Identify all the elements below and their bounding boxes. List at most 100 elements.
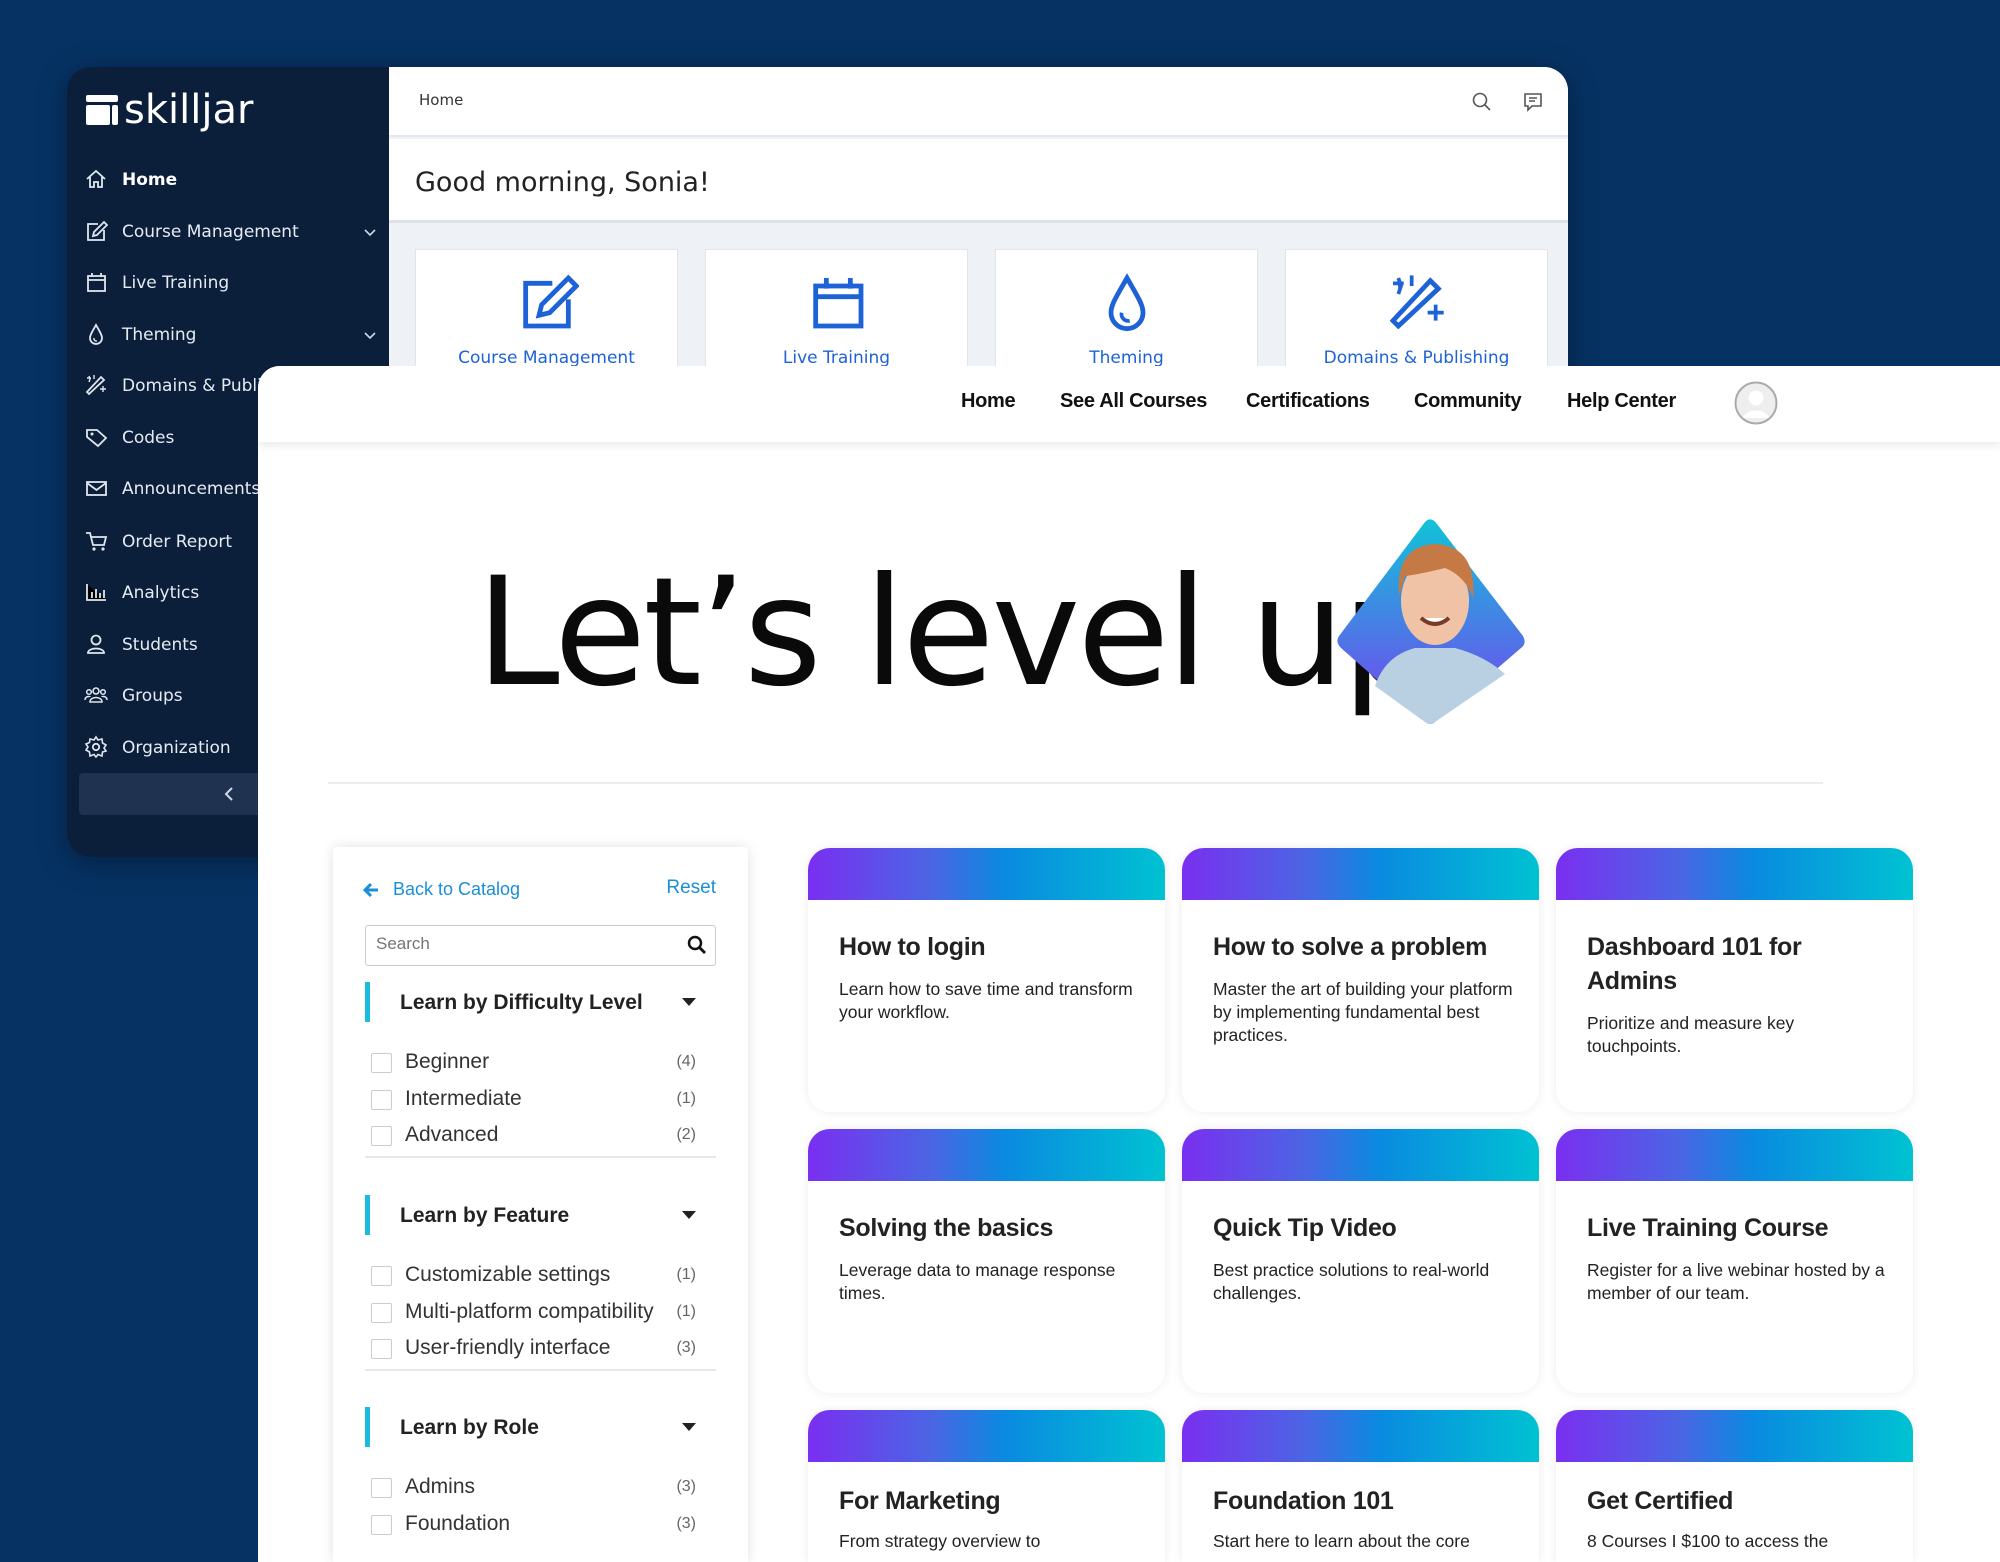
sidebar-item-home[interactable]: Home [67, 160, 389, 200]
nav-help-center[interactable]: Help Center [1567, 390, 1676, 412]
course-card[interactable]: How to login Learn how to save time and t… [808, 848, 1165, 1112]
filter-option[interactable]: Admins (3) [371, 1472, 696, 1502]
course-description: Register for a live webinar hosted by a … [1587, 1260, 1885, 1303]
filter-option[interactable]: Customizable settings (1) [371, 1260, 696, 1290]
reset-button[interactable]: Reset [666, 877, 716, 898]
tile-live-training[interactable]: Live Training [705, 249, 968, 389]
tile-theming[interactable]: Theming [995, 249, 1258, 389]
filter-option[interactable]: Beginner (4) [371, 1047, 696, 1077]
sidebar-icon [84, 219, 110, 245]
filter-option[interactable]: Intermediate (1) [371, 1084, 696, 1114]
filter-option[interactable]: Multi-platform compatibility (1) [371, 1297, 696, 1327]
course-title[interactable]: How to login [839, 933, 986, 961]
nav-home[interactable]: Home [961, 390, 1016, 412]
course-title[interactable]: How to solve a problem [1213, 933, 1488, 961]
greeting-banner: Good morning, Sonia! [389, 139, 1568, 223]
nav-community[interactable]: Community [1414, 390, 1522, 412]
bar-chart-icon [86, 584, 106, 601]
hero-portrait-image [1337, 519, 1525, 724]
filter-option-count: (4) [676, 1053, 696, 1070]
filter-option[interactable]: Advanced (2) [371, 1120, 696, 1150]
course-title[interactable]: Get Certified [1587, 1487, 1734, 1515]
sidebar-item-announcements[interactable]: Announcements [67, 469, 389, 509]
checkbox[interactable] [371, 1478, 392, 1498]
checkbox[interactable] [371, 1266, 392, 1286]
filter-option-count: (3) [676, 1478, 696, 1495]
filter-group-header[interactable]: Learn by Feature [365, 1195, 716, 1235]
filter-option[interactable]: User-friendly interface (3) [371, 1333, 696, 1363]
magic-wand-icon [1389, 275, 1444, 330]
search-input[interactable] [366, 926, 666, 962]
course-card[interactable]: How to solve a problem Master the art of … [1182, 848, 1539, 1112]
drop-icon [89, 323, 103, 345]
course-title[interactable]: Quick Tip Video [1213, 1214, 1397, 1242]
sidebar-item-live-training[interactable]: Live Training [67, 263, 389, 303]
tile-label: Course Management [458, 348, 635, 368]
filter-option-label: Intermediate [405, 1086, 522, 1110]
filter-option-count: (2) [676, 1126, 696, 1143]
course-card[interactable]: Quick Tip Video Best practice solutions t… [1182, 1129, 1539, 1393]
filter-group-header[interactable]: Learn by Difficulty Level [365, 982, 716, 1022]
caret-down-icon[interactable] [682, 998, 696, 1006]
checkbox[interactable] [371, 1089, 392, 1110]
course-title[interactable]: Foundation 101 [1213, 1487, 1394, 1515]
filter-group-title: Learn by Difficulty Level [400, 991, 643, 1014]
course-card[interactable]: Live Training Course Register for a live … [1556, 1129, 1913, 1393]
search-icon[interactable] [1471, 91, 1493, 113]
course-card[interactable]: Get Certified 8 Courses I $100 to access … [1556, 1410, 1913, 1562]
course-card[interactable]: Dashboard 101 for Admins Prioritize and m… [1556, 848, 1913, 1112]
checkbox[interactable] [371, 1514, 392, 1535]
card-gradient-banner [808, 1410, 1165, 1462]
checkbox[interactable] [371, 1126, 392, 1146]
nav-certifications[interactable]: Certifications [1246, 390, 1370, 412]
filter-option[interactable]: Foundation (3) [371, 1509, 696, 1539]
sidebar-item-analytics[interactable]: Analytics [67, 573, 389, 613]
filter-divider [365, 1156, 716, 1158]
sidebar-item-course-management[interactable]: Course Management [67, 212, 389, 252]
catalog-window: Home See All Courses Certifications Comm… [258, 366, 2000, 1562]
skilljar-logo[interactable]: skilljar [86, 87, 253, 133]
catalog-nav: Home See All Courses Certifications Comm… [258, 366, 2000, 442]
sidebar-icon [84, 632, 110, 658]
sidebar-item-codes[interactable]: Codes [67, 418, 389, 458]
filter-option-label: Advanced [405, 1123, 499, 1146]
tile-course-management[interactable]: Course Management [415, 249, 678, 389]
course-card[interactable]: Solving the basics Leverage data to manag… [808, 1129, 1165, 1393]
checkbox[interactable] [371, 1339, 392, 1359]
magic-wand-icon [85, 375, 106, 396]
filter-option-label: Beginner [405, 1050, 490, 1073]
sidebar-item-students[interactable]: Students [67, 625, 389, 665]
back-to-catalog-link[interactable]: Back to Catalog [363, 879, 520, 900]
tile-label: Theming [1089, 348, 1164, 368]
sidebar-item-order-report[interactable]: Order Report [67, 522, 389, 562]
checkbox[interactable] [371, 1053, 392, 1073]
sidebar-item-theming[interactable]: Theming [67, 315, 389, 355]
sidebar-item-groups[interactable]: Groups [67, 676, 389, 716]
edit-icon [522, 274, 580, 329]
course-title[interactable]: Live Training Course [1587, 1214, 1829, 1242]
course-title[interactable]: Solving the basics [839, 1214, 1054, 1242]
sidebar-item-label: Organization [122, 738, 231, 758]
checkbox[interactable] [371, 1302, 392, 1323]
breadcrumb[interactable]: Home [419, 91, 464, 109]
course-title[interactable]: For Marketing [839, 1487, 1001, 1515]
tile-domains-publishing[interactable]: Domains & Publishing [1285, 249, 1548, 389]
nav-see-all-courses[interactable]: See All Courses [1060, 390, 1208, 412]
caret-down-icon[interactable] [682, 1423, 696, 1431]
sidebar-item-organization[interactable]: Organization [67, 728, 389, 768]
avatar[interactable] [1734, 381, 1778, 425]
course-card[interactable]: For Marketing From strategy overview to [808, 1410, 1165, 1562]
card-gradient-banner [1182, 1410, 1539, 1462]
filter-group-header[interactable]: Learn by Role [365, 1407, 716, 1447]
sidebar-icon [84, 373, 110, 399]
course-title[interactable]: Dashboard 101 for Admins [1587, 933, 1802, 995]
caret-down-icon[interactable] [682, 1211, 696, 1219]
chevron-down-icon[interactable] [363, 328, 377, 342]
search-icon[interactable] [687, 935, 707, 955]
card-gradient-banner [1556, 1129, 1913, 1181]
chat-icon[interactable] [1522, 91, 1544, 113]
sidebar-item-label: Announcements [122, 479, 261, 499]
course-card[interactable]: Foundation 101 Start here to learn about … [1182, 1410, 1539, 1562]
tile-label: Live Training [782, 348, 891, 368]
chevron-down-icon[interactable] [363, 225, 377, 239]
